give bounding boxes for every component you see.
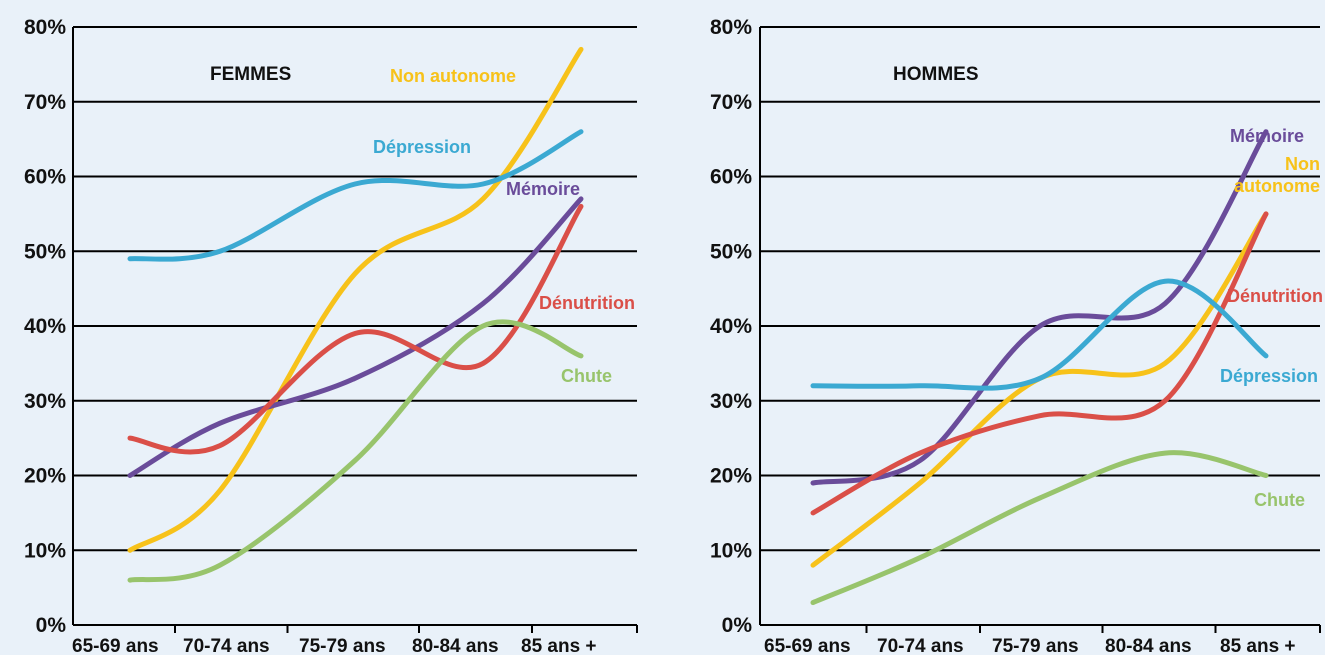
- y-tick-label: 40%: [24, 315, 66, 338]
- y-tick-label: 0%: [722, 614, 753, 637]
- series-label: Non: [1285, 154, 1320, 174]
- y-tick-label: 80%: [710, 16, 752, 39]
- chart-1: 0% 10% 20% 30% 40% 50% 60% 70% 80% 65-69 ans 70-74…: [710, 16, 1323, 655]
- x-tick-label: 70-74 ans: [877, 636, 964, 655]
- series-label: Mémoire: [506, 179, 580, 199]
- y-tick-label: 30%: [24, 390, 66, 413]
- x-tick-label: 85 ans +: [1220, 636, 1296, 655]
- y-tick-label: 60%: [710, 166, 752, 189]
- series-line: [810, 211, 1269, 516]
- x-tick-label: 65-69 ans: [764, 636, 851, 655]
- x-tick-label: 65-69 ans: [72, 636, 159, 655]
- y-tick-label: 20%: [710, 465, 752, 488]
- y-tick-label: 60%: [24, 166, 66, 189]
- chart-title: HOMMES: [893, 64, 979, 85]
- y-tick-label: 70%: [24, 91, 66, 114]
- y-tick-label: 20%: [24, 465, 66, 488]
- y-tick-label: 10%: [24, 539, 66, 562]
- series-line: [127, 46, 584, 553]
- chart-0: 0% 10% 20% 30% 40% 50% 60% 70% 80% 65-69 ans 70-74…: [24, 16, 638, 655]
- series-line: [810, 278, 1269, 391]
- x-tick-label: 75-79 ans: [992, 636, 1079, 655]
- chart-title: FEMMES: [210, 64, 291, 85]
- x-tick-label: 75-79 ans: [299, 636, 386, 655]
- series-label: Dépression: [373, 137, 471, 157]
- y-tick-label: 80%: [24, 16, 66, 39]
- series-line: [127, 196, 584, 478]
- x-tick-label: 80-84 ans: [412, 636, 499, 655]
- series-label: Mémoire: [1230, 126, 1304, 146]
- series-line: [127, 129, 584, 262]
- series-line: [127, 203, 584, 455]
- y-tick-label: 40%: [710, 315, 752, 338]
- series-line: [810, 450, 1269, 606]
- series-label: autonome: [1234, 176, 1320, 196]
- series-label: Non autonome: [390, 66, 516, 86]
- series-label: Dénutrition: [1227, 286, 1323, 306]
- x-tick-label: 85 ans +: [521, 636, 597, 655]
- y-tick-label: 50%: [710, 240, 752, 263]
- series-label: Chute: [561, 366, 612, 386]
- series-line: [127, 319, 584, 583]
- x-tick-label: 80-84 ans: [1105, 636, 1192, 655]
- y-tick-label: 0%: [36, 614, 67, 637]
- series-label: Dénutrition: [539, 293, 635, 313]
- y-tick-label: 30%: [710, 390, 752, 413]
- series-label: Dépression: [1220, 366, 1318, 386]
- series-line: [810, 211, 1269, 568]
- y-tick-label: 70%: [710, 91, 752, 114]
- y-tick-label: 10%: [710, 539, 752, 562]
- series-line: [810, 129, 1269, 486]
- y-tick-label: 50%: [24, 240, 66, 263]
- series-label: Chute: [1254, 490, 1305, 510]
- x-tick-label: 70-74 ans: [183, 636, 270, 655]
